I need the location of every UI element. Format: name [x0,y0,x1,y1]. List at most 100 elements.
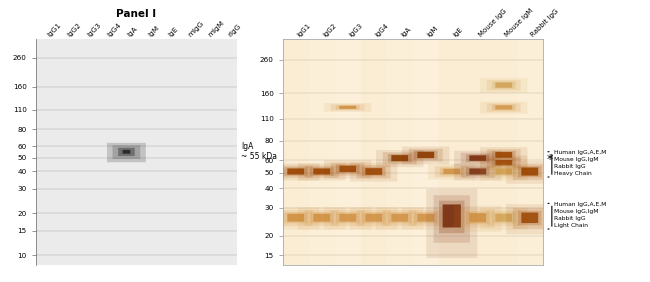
FancyBboxPatch shape [118,148,135,156]
FancyBboxPatch shape [287,214,304,222]
FancyBboxPatch shape [402,207,449,230]
FancyBboxPatch shape [434,195,470,243]
FancyBboxPatch shape [365,214,382,222]
FancyBboxPatch shape [324,103,371,112]
FancyBboxPatch shape [469,168,486,175]
Bar [413,39,439,265]
FancyBboxPatch shape [391,214,408,222]
FancyBboxPatch shape [376,150,423,167]
Bar [387,39,413,265]
FancyBboxPatch shape [112,145,140,159]
FancyBboxPatch shape [272,207,319,230]
FancyBboxPatch shape [279,210,313,226]
FancyBboxPatch shape [350,163,397,182]
FancyBboxPatch shape [428,164,475,179]
FancyBboxPatch shape [495,82,512,88]
FancyBboxPatch shape [365,168,382,175]
FancyBboxPatch shape [305,210,339,226]
FancyBboxPatch shape [480,207,527,230]
Text: *: * [547,153,553,166]
Bar [491,39,517,265]
FancyBboxPatch shape [487,158,521,168]
FancyBboxPatch shape [495,160,512,165]
FancyBboxPatch shape [383,210,417,226]
FancyBboxPatch shape [466,212,489,224]
FancyBboxPatch shape [350,207,397,230]
Bar [283,39,309,265]
FancyBboxPatch shape [339,166,356,172]
FancyBboxPatch shape [487,166,521,178]
FancyBboxPatch shape [487,80,521,91]
FancyBboxPatch shape [443,204,461,228]
FancyBboxPatch shape [469,213,486,222]
FancyBboxPatch shape [492,159,515,166]
FancyBboxPatch shape [492,167,515,176]
FancyBboxPatch shape [324,207,371,230]
FancyBboxPatch shape [310,167,333,176]
FancyBboxPatch shape [409,149,443,162]
FancyBboxPatch shape [339,106,356,109]
FancyBboxPatch shape [388,212,411,223]
FancyBboxPatch shape [331,163,365,176]
FancyBboxPatch shape [506,204,553,234]
FancyBboxPatch shape [480,102,527,113]
FancyBboxPatch shape [487,149,521,161]
FancyBboxPatch shape [402,146,449,164]
FancyBboxPatch shape [362,212,385,223]
FancyBboxPatch shape [298,164,345,180]
FancyBboxPatch shape [461,166,495,178]
FancyBboxPatch shape [339,214,356,222]
FancyBboxPatch shape [305,166,339,178]
FancyBboxPatch shape [435,166,469,177]
FancyBboxPatch shape [454,206,501,232]
FancyBboxPatch shape [279,166,313,178]
FancyBboxPatch shape [495,105,512,109]
FancyBboxPatch shape [272,164,319,180]
FancyBboxPatch shape [443,169,460,174]
FancyBboxPatch shape [521,168,538,176]
FancyBboxPatch shape [461,153,495,164]
FancyBboxPatch shape [298,207,345,230]
FancyBboxPatch shape [480,78,527,93]
FancyBboxPatch shape [466,154,489,162]
FancyBboxPatch shape [440,168,463,175]
FancyBboxPatch shape [357,210,391,226]
FancyBboxPatch shape [417,152,434,158]
Text: IgA
~ 55 kDa: IgA ~ 55 kDa [241,142,278,162]
FancyBboxPatch shape [310,212,333,223]
FancyBboxPatch shape [331,210,365,226]
FancyBboxPatch shape [313,168,330,175]
FancyBboxPatch shape [513,164,547,180]
FancyBboxPatch shape [480,164,527,180]
FancyBboxPatch shape [107,143,146,162]
FancyBboxPatch shape [336,212,359,223]
FancyBboxPatch shape [388,154,411,162]
FancyBboxPatch shape [287,168,304,175]
FancyBboxPatch shape [492,81,515,89]
Bar [465,39,491,265]
FancyBboxPatch shape [487,210,521,226]
FancyBboxPatch shape [426,189,477,258]
FancyBboxPatch shape [357,165,391,179]
FancyBboxPatch shape [336,105,359,110]
Bar [335,39,361,265]
FancyBboxPatch shape [492,212,515,223]
FancyBboxPatch shape [414,212,437,223]
FancyBboxPatch shape [480,156,527,171]
FancyBboxPatch shape [518,166,541,177]
FancyBboxPatch shape [414,151,437,159]
FancyBboxPatch shape [313,214,330,222]
FancyBboxPatch shape [391,155,408,161]
FancyBboxPatch shape [461,209,495,228]
FancyBboxPatch shape [495,168,512,175]
FancyBboxPatch shape [454,151,501,166]
FancyBboxPatch shape [123,150,130,154]
FancyBboxPatch shape [495,214,512,222]
FancyBboxPatch shape [324,160,371,179]
FancyBboxPatch shape [383,152,417,164]
FancyBboxPatch shape [466,167,489,176]
Title: Panel I: Panel I [116,9,157,19]
FancyBboxPatch shape [284,212,307,223]
FancyBboxPatch shape [454,164,501,180]
FancyBboxPatch shape [284,167,307,176]
